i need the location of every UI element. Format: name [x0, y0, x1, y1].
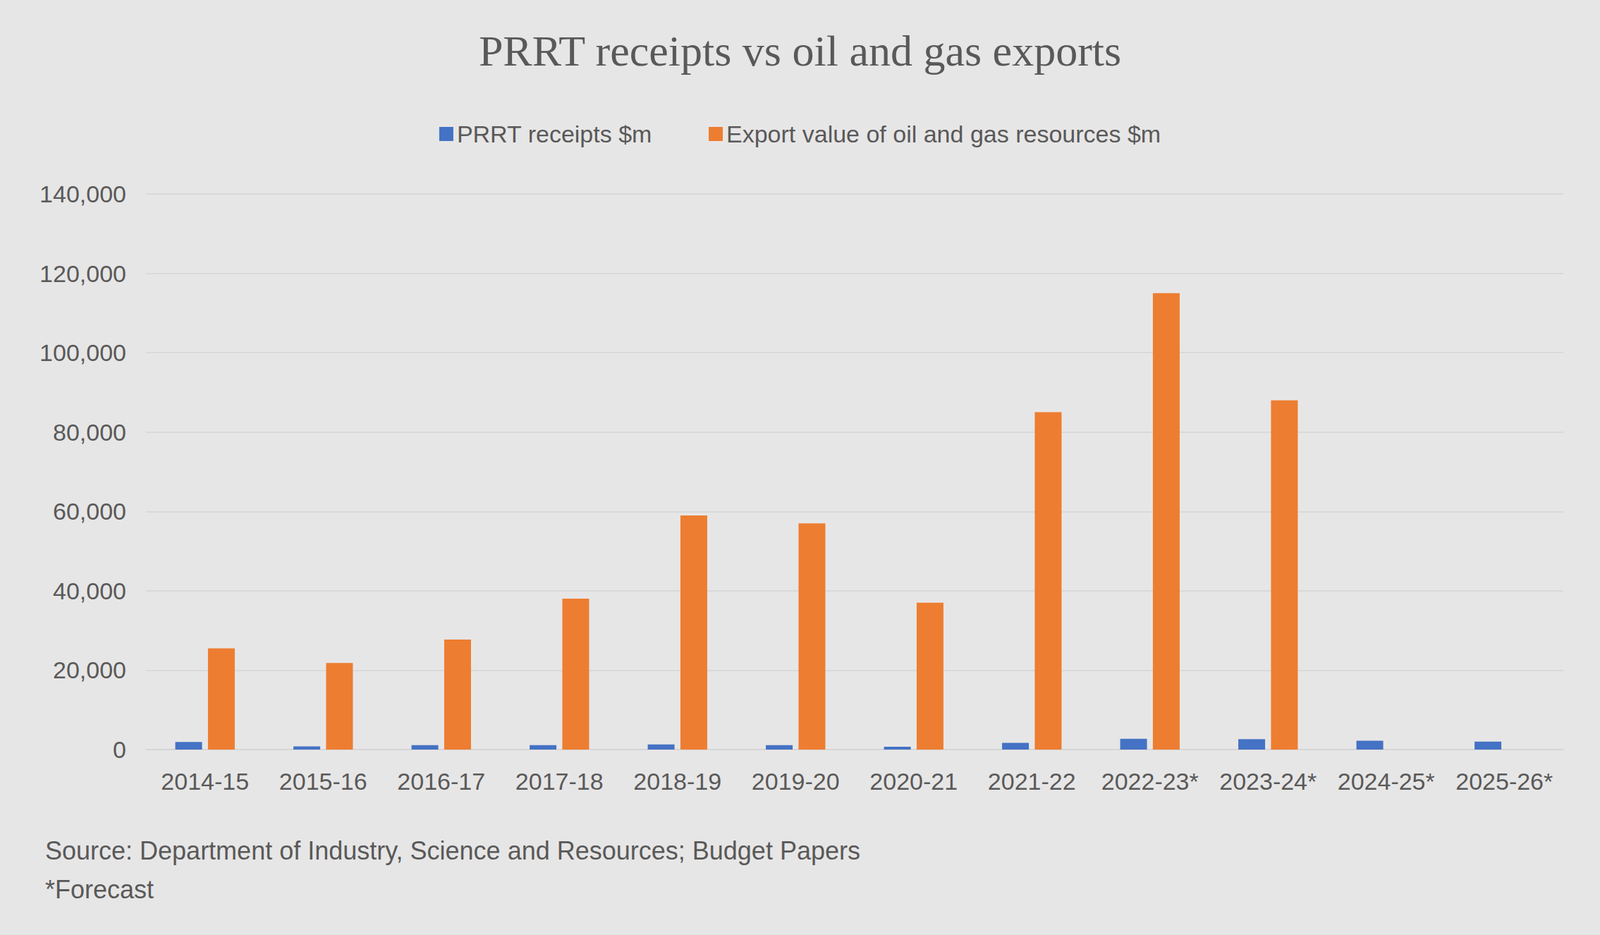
svg-text:*Forecast: *Forecast — [45, 875, 154, 905]
svg-text:2020-21: 2020-21 — [869, 767, 958, 795]
svg-text:PRRT receipts vs oil and gas e: PRRT receipts vs oil and gas exports — [478, 26, 1122, 75]
svg-text:2017-18: 2017-18 — [515, 767, 604, 795]
svg-text:120,000: 120,000 — [39, 260, 127, 287]
svg-text:2021-22: 2021-22 — [987, 767, 1077, 795]
svg-text:60,000: 60,000 — [52, 497, 127, 525]
svg-text:2025-26*: 2025-26* — [1455, 767, 1553, 795]
svg-text:80,000: 80,000 — [52, 418, 127, 446]
svg-text:2014-15: 2014-15 — [160, 767, 249, 795]
svg-text:Source: Department of Industry: Source: Department of Industry, Science … — [45, 836, 861, 866]
svg-text:2016-17: 2016-17 — [397, 767, 486, 795]
svg-text:2023-24*: 2023-24* — [1219, 767, 1317, 795]
svg-text:Export value of oil and gas re: Export value of oil and gas resources $m — [726, 120, 1161, 148]
svg-text:PRRT receipts $m: PRRT receipts $m — [456, 120, 653, 148]
svg-text:2024-25*: 2024-25* — [1337, 767, 1435, 795]
svg-text:2022-23*: 2022-23* — [1101, 767, 1199, 795]
svg-text:2015-16: 2015-16 — [279, 767, 368, 795]
svg-text:2018-19: 2018-19 — [633, 767, 722, 795]
svg-text:2019-20: 2019-20 — [751, 767, 840, 795]
svg-text:0: 0 — [112, 736, 127, 763]
svg-text:100,000: 100,000 — [39, 339, 127, 366]
svg-text:20,000: 20,000 — [52, 656, 127, 684]
svg-text:140,000: 140,000 — [39, 180, 127, 208]
svg-text:40,000: 40,000 — [52, 577, 127, 605]
